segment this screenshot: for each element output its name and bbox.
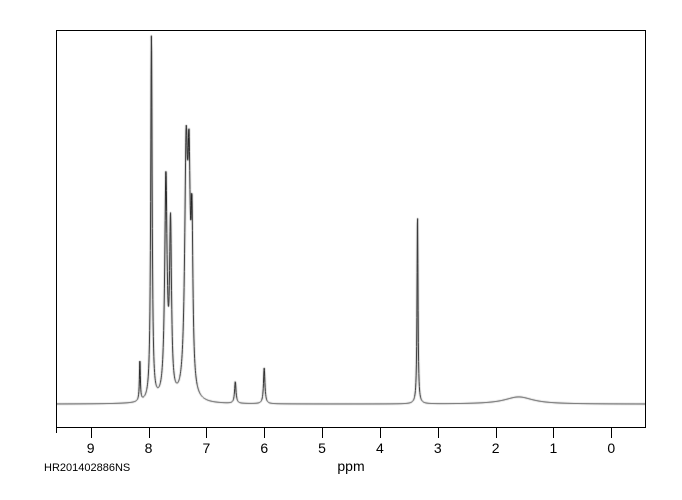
x-tick-major — [496, 428, 497, 438]
x-tick-major — [380, 428, 381, 438]
x-tick-major — [611, 428, 612, 438]
x-tick-major — [264, 428, 265, 438]
x-tick-label: 9 — [87, 440, 95, 456]
x-tick-major — [553, 428, 554, 438]
x-tick-label: 7 — [202, 440, 210, 456]
x-tick-label: 8 — [145, 440, 153, 456]
x-axis-label: ppm — [337, 458, 364, 474]
x-tick-label: 6 — [260, 440, 268, 456]
x-tick-major — [438, 428, 439, 438]
footer-id: HR201402886NS — [44, 462, 130, 474]
x-tick-major — [91, 428, 92, 438]
x-tick-label: 5 — [318, 440, 326, 456]
x-tick-label: 2 — [492, 440, 500, 456]
x-tick-label: 1 — [550, 440, 558, 456]
x-tick-label: 3 — [434, 440, 442, 456]
x-tick-major — [149, 428, 150, 438]
spectrum-canvas — [56, 30, 646, 428]
x-tick-major — [322, 428, 323, 438]
x-tick-major — [206, 428, 207, 438]
x-tick-label: 0 — [607, 440, 615, 456]
x-tick-minor — [56, 428, 57, 433]
x-tick-label: 4 — [376, 440, 384, 456]
